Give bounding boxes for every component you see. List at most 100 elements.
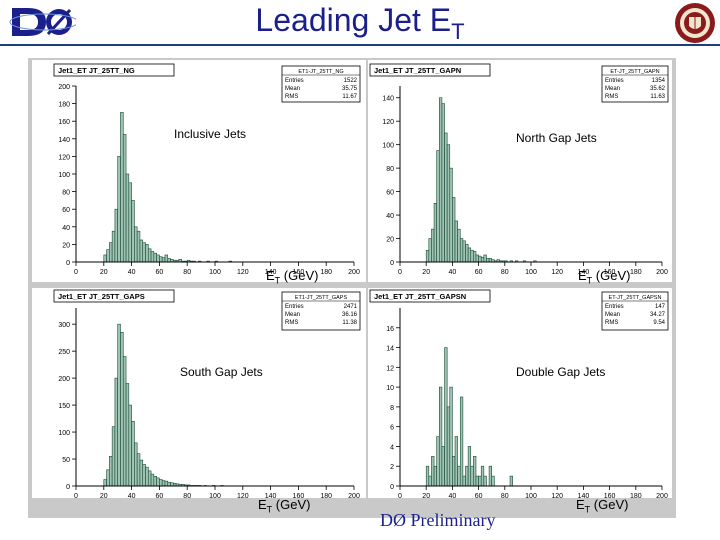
y-tick-label: 140 <box>382 96 394 103</box>
histogram-bar <box>134 226 138 263</box>
histogram-bar <box>491 475 495 487</box>
x-tick-label: 80 <box>183 269 191 276</box>
x-tick-label: 140 <box>265 493 277 498</box>
y-tick-label: 4 <box>390 444 394 451</box>
histogram-bar <box>145 466 149 487</box>
y-tick-label: 10 <box>386 385 394 392</box>
histogram-bar <box>467 247 472 263</box>
x-tick-label: 40 <box>128 493 136 498</box>
hist-title-box <box>369 289 491 303</box>
histogram-bar <box>465 244 469 263</box>
histogram-bar <box>425 465 430 487</box>
y-tick-label: 150 <box>58 403 70 410</box>
y-tick-label: 100 <box>382 143 394 150</box>
y-tick-label: 14 <box>386 346 394 353</box>
stats-value: 35.75 <box>342 86 358 92</box>
y-tick-label: 60 <box>386 190 394 197</box>
histogram-bar <box>475 254 479 263</box>
histogram-bar <box>441 103 445 263</box>
panel-label: Inclusive Jets <box>174 127 246 141</box>
header-divider <box>0 44 720 46</box>
histogram-bar <box>167 481 171 487</box>
histogram-bar <box>161 480 166 487</box>
stats-key: Mean <box>285 86 300 92</box>
x-axis-label-north-gap: ET (GeV) <box>578 268 631 286</box>
histogram-bar <box>454 436 458 487</box>
histogram-bar <box>486 258 490 263</box>
histogram-bar <box>462 475 466 487</box>
y-tick-label: 160 <box>58 119 70 126</box>
x-tick-label: 160 <box>293 493 305 498</box>
histogram-bar <box>125 173 130 263</box>
histogram-bar <box>156 477 160 487</box>
histogram-bar <box>139 459 144 487</box>
histogram-bar <box>136 453 141 487</box>
hist-title-box <box>53 289 175 303</box>
stats-key: RMS <box>285 94 298 100</box>
histogram-bar <box>457 465 461 487</box>
histogram-bar <box>145 244 149 263</box>
x-tick-label: 200 <box>348 493 360 498</box>
stats-key: RMS <box>285 320 298 326</box>
histogram-bar <box>106 469 110 487</box>
y-tick-label: 50 <box>62 457 70 464</box>
histogram-bar <box>117 156 121 263</box>
histogram-bar <box>164 254 169 263</box>
histogram-bar <box>142 464 146 487</box>
stats-key: Mean <box>605 86 620 92</box>
x-tick-label: 60 <box>475 269 483 276</box>
x-tick-label: 80 <box>501 493 509 498</box>
stats-key: Entries <box>285 78 304 84</box>
histogram-bar <box>473 251 477 263</box>
y-tick-label: 200 <box>58 376 70 383</box>
x-tick-label: 20 <box>100 493 108 498</box>
y-tick-label: 20 <box>386 237 394 244</box>
stats-key: Entries <box>605 78 624 84</box>
stats-box <box>601 65 669 103</box>
histogram-panel-south-gap: 0 50 100 150 200 250 300 0 20 40 60 80 100 120 140 160 1… <box>32 288 366 498</box>
stats-name: ET-JT_25TT_GAPSN <box>609 295 662 301</box>
stats-key: Mean <box>605 312 620 318</box>
histogram-bar <box>153 475 157 487</box>
histogram-bar <box>128 404 132 487</box>
x-tick-label: 120 <box>551 269 563 276</box>
histogram-bar <box>488 258 493 263</box>
y-tick-label: 40 <box>62 225 70 232</box>
histogram-bar <box>159 256 163 263</box>
y-tick-label: 300 <box>58 322 70 329</box>
histogram-bar <box>444 347 448 487</box>
histogram-bar <box>114 208 118 263</box>
y-tick-label: 120 <box>382 119 394 126</box>
stats-key: RMS <box>605 320 618 326</box>
histogram-bar <box>122 134 127 263</box>
x-tick-label: 0 <box>398 493 402 498</box>
university-seal-icon <box>674 2 716 44</box>
y-tick-label: 200 <box>58 84 70 91</box>
y-tick-label: 80 <box>386 166 394 173</box>
panel-label: Double Gap Jets <box>516 365 605 379</box>
x-tick-label: 180 <box>320 269 332 276</box>
stats-key: RMS <box>605 94 618 100</box>
x-tick-label: 40 <box>449 493 457 498</box>
y-tick-label: 40 <box>386 213 394 220</box>
histogram-bar <box>117 323 121 487</box>
x-tick-label: 180 <box>630 493 642 498</box>
hist-title: Jet1_ET JT_25TT_NG <box>58 66 135 75</box>
histogram-bar <box>114 377 118 487</box>
x-tick-label: 80 <box>501 269 509 276</box>
histogram-bar <box>462 240 466 263</box>
histogram-bar <box>142 242 146 263</box>
x-tick-label: 100 <box>209 269 221 276</box>
x-tick-label: 0 <box>74 493 78 498</box>
stats-name: ET-JT_25TT_GAPN <box>610 69 659 75</box>
hist-title: Jet1_ET JT_25TT_GAPSN <box>374 292 466 301</box>
histogram-bar <box>120 331 124 487</box>
histogram-bar <box>470 249 474 263</box>
x-tick-label: 200 <box>348 269 360 276</box>
histogram-bar <box>131 420 135 487</box>
stats-value: 9.54 <box>653 320 665 326</box>
y-tick-label: 100 <box>58 172 70 179</box>
panel-label: South Gap Jets <box>180 365 263 379</box>
histogram-bar <box>109 242 113 263</box>
